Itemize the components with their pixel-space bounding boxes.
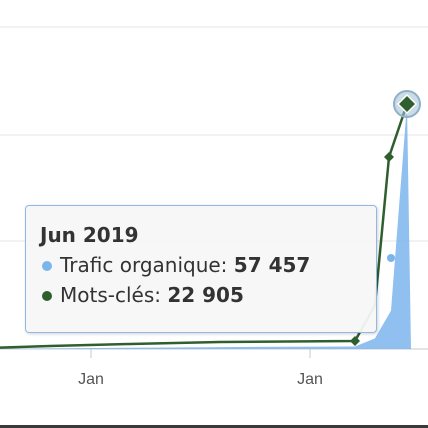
series-mots-cles xyxy=(0,90,421,349)
chart-tooltip: Jun 2019 Trafic organique: 57 457 Mots-c… xyxy=(25,205,377,333)
hovered-point[interactable] xyxy=(396,93,418,115)
x-tick-label: Jan xyxy=(297,371,323,388)
tooltip-traffic-value: 57 457 xyxy=(233,253,311,277)
x-axis: Jan Jan xyxy=(78,349,323,388)
keywords-line xyxy=(0,103,409,349)
keywords-point[interactable] xyxy=(350,336,360,346)
keyword-series-dot xyxy=(42,290,52,301)
tooltip-traffic-label: Trafic organique: xyxy=(60,253,234,277)
tooltip-row-keywords: Mots-clés: 22 905 xyxy=(40,280,362,310)
series-trafic-organique xyxy=(0,104,411,349)
frame-bottom-border xyxy=(0,425,428,428)
tooltip-keywords-label: Mots-clés: xyxy=(60,283,168,307)
traffic-point[interactable] xyxy=(387,254,395,262)
keywords-point[interactable] xyxy=(384,152,394,162)
x-tick-label: Jan xyxy=(78,371,104,388)
tooltip-date: Jun 2019 xyxy=(40,223,139,247)
tooltip-keywords-value: 22 905 xyxy=(167,283,244,307)
traffic-series-dot xyxy=(42,260,52,271)
tooltip-row-traffic: Trafic organique: 57 457 xyxy=(40,250,362,280)
